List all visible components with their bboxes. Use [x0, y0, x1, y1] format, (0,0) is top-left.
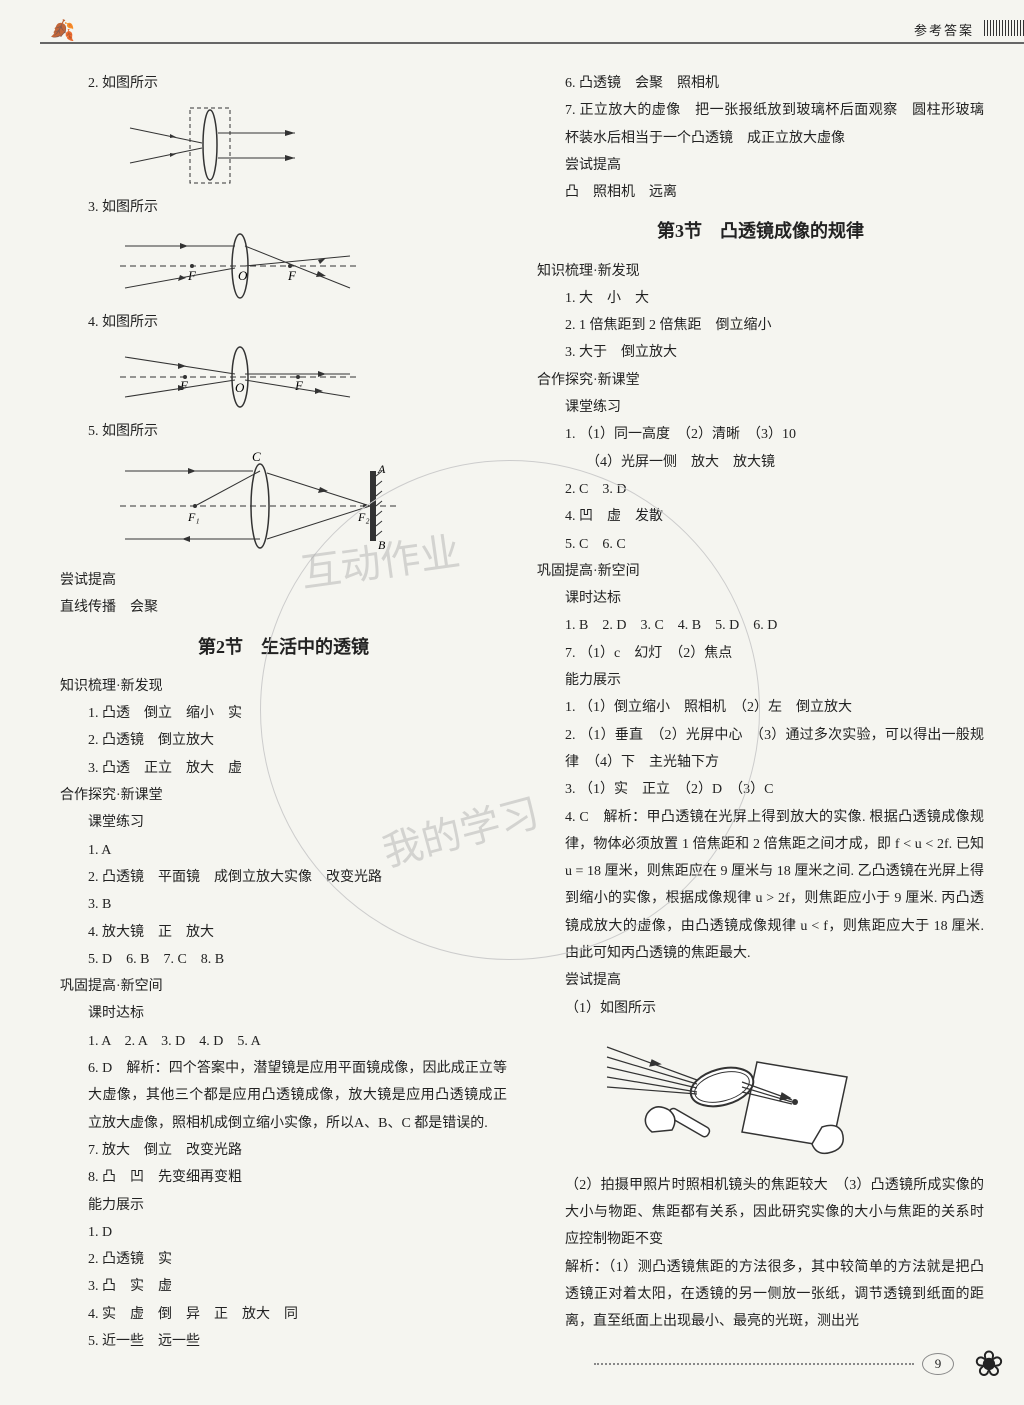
t1-left: 1. A 2. A 3. D 4. D 5. A [60, 1028, 507, 1055]
t6-left: 6. D 解析：四个答案中，潜望镜是应用平面镜成像，因此成正立等大虚像，其他三个… [60, 1055, 507, 1137]
a3-right: 3. （1）实 正立 （2）D （3）C [537, 776, 984, 803]
flower-icon: ❀ [974, 1343, 1004, 1385]
c1b-right: （4）光屏一侧 放大 放大镜 [537, 449, 984, 476]
time-std-left: 课时达标 [60, 1000, 507, 1027]
label-F-left-4: F [179, 378, 189, 393]
c5-left: 5. D 6. B 7. C 8. B [60, 946, 507, 973]
t7-right: 7. （1）c 幻灯 （2）焦点 [537, 640, 984, 667]
try-improve-left: 尝试提高 [60, 567, 507, 594]
consolidate-header-right: 巩固提高·新空间 [537, 558, 984, 585]
leaf-icon: 🍂 [50, 18, 75, 43]
page-number: 9 [922, 1353, 954, 1375]
left-column: 2. 如图所示 3. 如图所示 F O F [60, 70, 507, 1355]
item-2: 2. 如图所示 [60, 70, 507, 97]
ability-right: 能力展示 [537, 667, 984, 694]
a4-right: 4. C 解析：甲凸透镜在光屏上得到放大的实像. 根据凸透镜成像规律，物体必须放… [537, 804, 984, 968]
ability-left: 能力展示 [60, 1192, 507, 1219]
try-line-left: 直线传播 会聚 [60, 594, 507, 621]
k3-left: 3. 凸透 正立 放大 虚 [60, 755, 507, 782]
try-line-right: 凸 照相机 远离 [537, 179, 984, 206]
section2-title: 第2节 生活中的透镜 [60, 630, 507, 665]
k2-right: 2. 1 倍焦距到 2 倍焦距 倒立缩小 [537, 312, 984, 339]
knowledge-header-left: 知识梳理·新发现 [60, 673, 507, 700]
magnifier-diagram [577, 1032, 984, 1162]
k2-left: 2. 凸透镜 倒立放大 [60, 727, 507, 754]
try1-right: （1）如图所示 [537, 995, 984, 1022]
t8-left: 8. 凸 凹 先变细再变粗 [60, 1164, 507, 1191]
label-F-right: F [287, 268, 297, 283]
section3-title: 第3节 凸透镜成像的规律 [537, 214, 984, 249]
class-practice-left: 课堂练习 [60, 809, 507, 836]
header-title: 参考答案 [914, 20, 974, 39]
try-improve2-right: 尝试提高 [537, 967, 984, 994]
consolidate-header-left: 巩固提高·新空间 [60, 973, 507, 1000]
k1-right: 1. 大 小 大 [537, 285, 984, 312]
diagram-3: F O F [120, 228, 507, 303]
try-improve-right: 尝试提高 [537, 152, 984, 179]
label-O: O [238, 268, 248, 283]
columns: 2. 如图所示 3. 如图所示 F O F [60, 70, 984, 1355]
coop-header-left: 合作探究·新课堂 [60, 782, 507, 809]
diagram-4: F O F [120, 342, 507, 412]
class-practice-right: 课堂练习 [537, 394, 984, 421]
label-F2: F₂ [357, 510, 370, 524]
r7: 7. 正立放大的虚像 把一张报纸放到玻璃杯后面观察 圆柱形玻璃杯装水后相当于一个… [537, 97, 984, 152]
diagram-2 [120, 103, 507, 188]
label-F-right-4: F [294, 378, 304, 393]
r6: 6. 凸透镜 会聚 照相机 [537, 70, 984, 97]
label-F1: F₁ [187, 510, 200, 524]
item-3: 3. 如图所示 [60, 194, 507, 221]
time-std-right: 课时达标 [537, 585, 984, 612]
c1a-right: 1. （1）同一高度 （2）清晰 （3）10 [537, 421, 984, 448]
label-O-4: O [235, 380, 245, 395]
c4-right: 4. 凹 虚 发散 [537, 503, 984, 530]
a1-right: 1. （1）倒立缩小 照相机 （2）左 倒立放大 [537, 694, 984, 721]
page: 🍂 参考答案 互动作业 我的学习 2. 如图所示 3. 如图所示 [0, 0, 1024, 1405]
label-A: A [377, 462, 386, 476]
try2-right: （2）拍摄甲照片时照相机镜头的焦距较大 （3）凸透镜所成实像的大小与物距、焦距都… [537, 1172, 984, 1254]
a2-left: 2. 凸透镜 实 [60, 1246, 507, 1273]
a4-left: 4. 实 虚 倒 异 正 放大 同 [60, 1301, 507, 1328]
header-bars [984, 20, 1024, 36]
a3-left: 3. 凸 实 虚 [60, 1273, 507, 1300]
item-4: 4. 如图所示 [60, 309, 507, 336]
label-B: B [378, 538, 386, 552]
t1-right: 1. B 2. D 3. C 4. B 5. D 6. D [537, 612, 984, 639]
footer-dotted-line [594, 1363, 914, 1365]
k1-left: 1. 凸透 倒立 缩小 实 [60, 700, 507, 727]
t7-left: 7. 放大 倒立 改变光路 [60, 1137, 507, 1164]
diagram-5: C A B F₁ F₂ [120, 451, 507, 561]
c3-left: 3. B [60, 891, 507, 918]
coop-header-right: 合作探究·新课堂 [537, 367, 984, 394]
right-column: 6. 凸透镜 会聚 照相机 7. 正立放大的虚像 把一张报纸放到玻璃杯后面观察 … [537, 70, 984, 1355]
header-line [40, 42, 1024, 44]
c2-left: 2. 凸透镜 平面镜 成倒立放大实像 改变光路 [60, 864, 507, 891]
label-C: C [252, 451, 261, 464]
item-5: 5. 如图所示 [60, 418, 507, 445]
k3-right: 3. 大于 倒立放大 [537, 339, 984, 366]
a1-left: 1. D [60, 1219, 507, 1246]
knowledge-header-right: 知识梳理·新发现 [537, 258, 984, 285]
a2-right: 2. （1）垂直 （2）光屏中心 （3）通过多次实验，可以得出一般规律 （4）下… [537, 722, 984, 777]
explain-right: 解析：（1）测凸透镜焦距的方法很多，其中较简单的方法就是把凸透镜正对着太阳，在透… [537, 1254, 984, 1336]
a5-left: 5. 近一些 远一些 [60, 1328, 507, 1355]
c4-left: 4. 放大镜 正 放大 [60, 919, 507, 946]
c2-right: 2. C 3. D [537, 476, 984, 503]
c5-right: 5. C 6. C [537, 531, 984, 558]
c1-left: 1. A [60, 837, 507, 864]
